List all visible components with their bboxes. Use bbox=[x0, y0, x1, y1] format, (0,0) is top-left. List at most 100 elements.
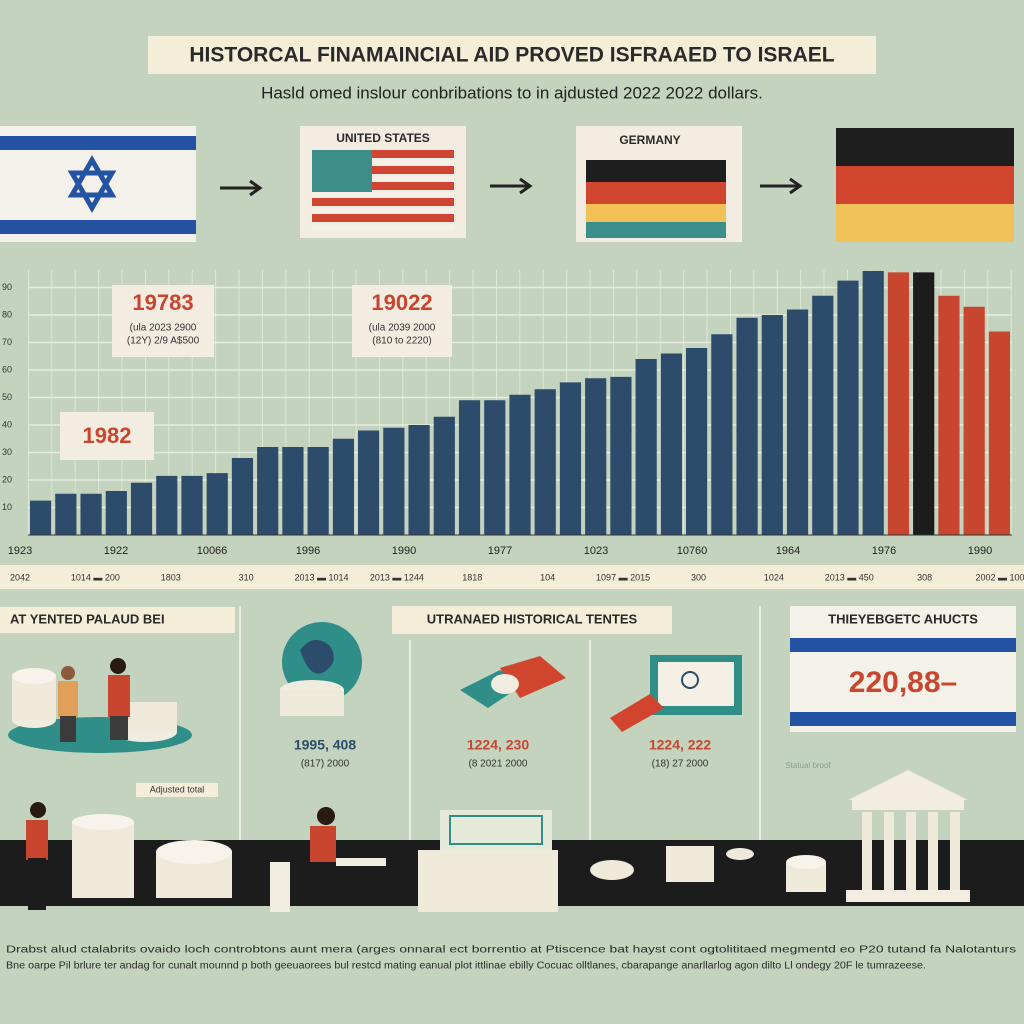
arrow bbox=[490, 177, 533, 195]
germany-flag bbox=[836, 128, 1014, 242]
flag-label: GERMANY bbox=[619, 133, 680, 147]
bar bbox=[635, 359, 657, 535]
x-axis-sublabel: 1097 ▬ 2015 bbox=[596, 572, 650, 582]
title: HISTORCAL FINAMAINCIAL AID PROVED ISFRAA… bbox=[189, 44, 834, 67]
bar bbox=[988, 331, 1010, 535]
subtitle: Hasld omed inslour conbribations to in a… bbox=[261, 83, 763, 102]
panel-title-box bbox=[0, 607, 235, 633]
x-axis-label: 10760 bbox=[677, 545, 708, 557]
illustration bbox=[8, 622, 742, 753]
x-axis-label: 1976 bbox=[872, 545, 896, 557]
bar bbox=[231, 458, 254, 535]
panel-title-box bbox=[392, 606, 672, 634]
bar bbox=[509, 394, 531, 535]
bar bbox=[30, 500, 52, 535]
bar bbox=[711, 334, 733, 535]
bar bbox=[156, 475, 178, 535]
annotation-line: (ula 2039 2000 bbox=[369, 323, 436, 334]
bar bbox=[862, 271, 884, 535]
bar bbox=[786, 309, 809, 535]
x-axis-label: 1990 bbox=[392, 545, 416, 557]
bar bbox=[257, 447, 279, 535]
bar-chart: 10 20 30 40 50 60 70 80 90 bbox=[2, 271, 1012, 536]
panel-figure: 1224, 230 bbox=[467, 737, 529, 753]
bar bbox=[80, 493, 102, 535]
summary-card bbox=[790, 606, 1016, 732]
y-tick-label: 40 bbox=[2, 419, 12, 429]
x-axis-label: 1023 bbox=[584, 545, 608, 557]
y-tick-label: 70 bbox=[2, 337, 12, 347]
y-tick-label: 10 bbox=[2, 502, 12, 512]
x-axis-sublabel: 1024 bbox=[764, 572, 784, 582]
annotation-title: 19022 bbox=[371, 290, 432, 315]
bar bbox=[383, 427, 405, 535]
panel-title: UTRANAED HISTORICAL TENTES bbox=[427, 611, 638, 626]
bar bbox=[55, 493, 77, 535]
x-axis-label: 10066 bbox=[197, 545, 228, 557]
bar bbox=[206, 473, 228, 535]
title-box bbox=[148, 36, 876, 74]
bar bbox=[484, 400, 506, 535]
bar bbox=[938, 295, 960, 535]
us-flag bbox=[300, 126, 466, 238]
germany-flag-small bbox=[576, 126, 742, 242]
bar bbox=[408, 425, 430, 535]
y-tick-label: 80 bbox=[2, 309, 12, 319]
x-axis-label: 1996 bbox=[296, 545, 320, 557]
bar bbox=[837, 280, 859, 535]
bar bbox=[761, 315, 783, 535]
bar bbox=[181, 475, 203, 535]
annotation: 19022 (ula 2039 2000 (810 to 2220) bbox=[352, 285, 452, 357]
arrow bbox=[220, 179, 263, 197]
annotation-line: (810 to 2220) bbox=[372, 336, 432, 347]
caption: Adjusted total bbox=[150, 784, 205, 794]
bar bbox=[660, 353, 682, 535]
bar bbox=[433, 416, 455, 535]
panel-note: (8 2021 2000 bbox=[469, 759, 528, 770]
footer-text: Drabst alud ctalabrits ovaido loch contr… bbox=[6, 945, 1016, 956]
x-axis-sublabel: 2013 ▬ 1014 bbox=[295, 572, 349, 582]
caption-box bbox=[136, 783, 218, 797]
panel-note: (18) 27 2000 bbox=[652, 759, 709, 770]
panel-figure: 1995, 408 bbox=[294, 737, 356, 753]
y-tick-label: 20 bbox=[2, 474, 12, 484]
x-axis-sublabel: 1014 ▬ 200 bbox=[71, 572, 120, 582]
panel-note: (817) 2000 bbox=[301, 759, 350, 770]
bar bbox=[534, 389, 556, 535]
bar bbox=[559, 382, 582, 535]
y-tick-label: 30 bbox=[2, 447, 12, 457]
x-axis-sublabel: 300 bbox=[691, 572, 706, 582]
flag-label: UNITED STATES bbox=[336, 131, 430, 145]
x-axis-sublabel: 310 bbox=[239, 572, 254, 582]
x-axis-sublabel: 1818 bbox=[462, 572, 482, 582]
divider bbox=[239, 606, 761, 840]
bar bbox=[610, 376, 632, 535]
summary-value: 220,88– bbox=[849, 666, 957, 699]
bar bbox=[105, 491, 127, 535]
summary-title: THIEYEBGETC AHUCTS bbox=[828, 611, 978, 626]
x-axis-sublabel: 104 bbox=[540, 572, 555, 582]
israel-flag bbox=[0, 126, 196, 242]
annotation-line: (ula 2023 2900 bbox=[130, 323, 197, 334]
annotation: 19783 (ula 2023 2900 (12Y) 2/9 A$500 bbox=[112, 285, 214, 357]
panel-title: AT YENTED PALAUD BEI bbox=[10, 611, 165, 626]
bar bbox=[282, 447, 304, 535]
x-axis-sublabel: 308 bbox=[917, 572, 932, 582]
bar bbox=[358, 430, 380, 535]
x-axis-sublabel: 2013 ▬ 450 bbox=[825, 572, 874, 582]
x-axis-labels: 1923 1922 10066 1996 1990 1977 1023 10760 1964 19… bbox=[8, 545, 1024, 582]
x-axis-label: 1977 bbox=[488, 545, 512, 557]
bar bbox=[736, 317, 758, 535]
annotation-title: 19783 bbox=[132, 290, 193, 315]
annotation-title: 1982 bbox=[83, 423, 132, 448]
panel-figure: 1224, 222 bbox=[649, 737, 711, 753]
bar bbox=[130, 482, 153, 535]
caption: Statual broof bbox=[785, 761, 831, 770]
bar bbox=[812, 295, 834, 535]
annotation: 1982 bbox=[60, 412, 154, 460]
x-axis-label: 1923 bbox=[8, 545, 32, 557]
x-axis-sublabel: 2002 ▬ 100 bbox=[975, 572, 1024, 582]
bar bbox=[887, 272, 910, 535]
x-axis-label: 1964 bbox=[776, 545, 800, 557]
